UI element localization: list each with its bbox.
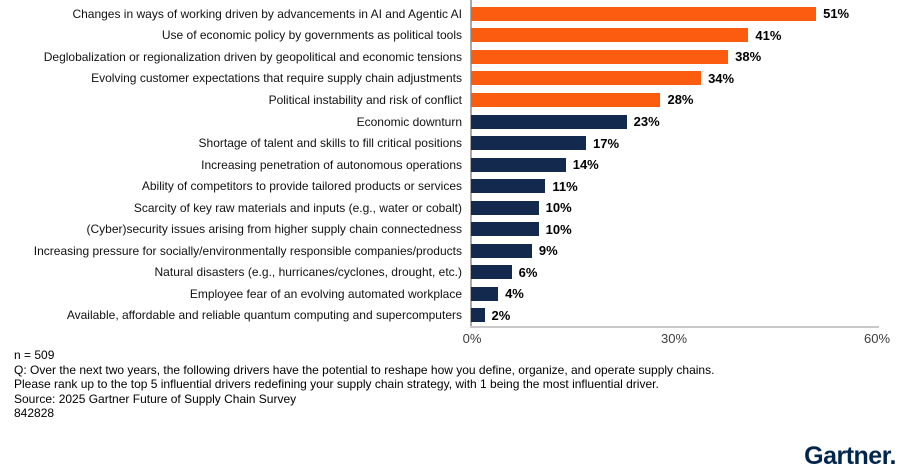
bar-track: 14%: [471, 157, 877, 173]
bar: [471, 222, 539, 237]
bar: [471, 71, 702, 86]
bar: [471, 265, 512, 280]
question-text-line1: Q: Over the next two years, the followin…: [14, 362, 715, 377]
category-label: Available, affordable and reliable quant…: [66, 308, 462, 323]
bar-track: 34%: [471, 70, 877, 86]
bar: [471, 243, 532, 258]
chart-row: Political instability and risk of confli…: [0, 89, 905, 111]
value-label: 23%: [633, 114, 660, 129]
x-axis-line: [470, 326, 879, 328]
chart-row: (Cyber)security issues arising from high…: [0, 218, 905, 240]
chart-row: Evolving customer expectations that requ…: [0, 68, 905, 90]
category-label: Economic downturn: [356, 114, 462, 129]
category-label: Natural disasters (e.g., hurricanes/cycl…: [154, 265, 462, 280]
value-label: 17%: [593, 135, 620, 151]
chart-rows: Changes in ways of working driven by adv…: [0, 3, 905, 326]
value-label: 51%: [823, 6, 850, 22]
bar: [471, 179, 546, 194]
bar: [471, 92, 661, 107]
bar-track: 28%: [471, 92, 877, 108]
category-label: Use of economic policy by governments as…: [161, 28, 462, 43]
value-label: 28%: [667, 92, 694, 108]
document-id: 842828: [14, 406, 55, 420]
bar: [471, 136, 587, 151]
bar-track: 6%: [471, 264, 877, 280]
bar-track: 41%: [471, 27, 877, 43]
value-label: 34%: [708, 70, 735, 86]
category-label: Political instability and risk of confli…: [268, 92, 462, 107]
category-label: Evolving customer expectations that requ…: [91, 71, 462, 86]
category-label: Ability of competitors to provide tailor…: [141, 179, 462, 194]
bar-chart: Changes in ways of working driven by adv…: [0, 0, 905, 346]
value-label: 38%: [735, 49, 762, 65]
footnotes: n = 509 Q: Over the next two years, the …: [14, 348, 714, 421]
bar: [471, 114, 627, 129]
value-label: 9%: [538, 243, 558, 259]
value-label: 41%: [755, 27, 782, 43]
value-label: 6%: [518, 264, 538, 280]
chart-row: Employee fear of an evolving automated w…: [0, 283, 905, 305]
bar: [471, 286, 499, 301]
bar: [471, 308, 485, 323]
bar-track: 10%: [471, 200, 877, 216]
bar-track: 17%: [471, 135, 877, 151]
chart-row: Use of economic policy by governments as…: [0, 25, 905, 47]
bar-track: 11%: [471, 178, 877, 194]
bar-track: 38%: [471, 49, 877, 65]
bar: [471, 6, 817, 21]
chart-row: Ability of competitors to provide tailor…: [0, 175, 905, 197]
chart-row: Increasing penetration of autonomous ope…: [0, 154, 905, 176]
bar-track: 23%: [471, 114, 877, 129]
x-axis-tick-30: 30%: [660, 331, 688, 346]
bar: [471, 200, 539, 215]
y-axis-line: [470, 0, 472, 328]
chart-row: Available, affordable and reliable quant…: [0, 305, 905, 327]
chart-row: Scarcity of key raw materials and inputs…: [0, 197, 905, 219]
chart-row: Shortage of talent and skills to fill cr…: [0, 132, 905, 154]
chart-row: Economic downturn 23%: [0, 111, 905, 133]
bar: [471, 157, 566, 172]
value-label: 2%: [491, 307, 511, 323]
value-label: 11%: [552, 178, 578, 194]
category-label: Shortage of talent and skills to fill cr…: [198, 136, 462, 151]
bar-track: 9%: [471, 243, 877, 259]
source-note: Source: 2025 Gartner Future of Supply Ch…: [14, 391, 297, 406]
chart-row: Natural disasters (e.g., hurricanes/cycl…: [0, 262, 905, 284]
chart-row: Deglobalization or regionalization drive…: [0, 46, 905, 68]
sample-size-note: n = 509: [14, 348, 55, 362]
category-label: (Cyber)security issues arising from high…: [86, 222, 462, 237]
bar-track: 2%: [471, 307, 877, 323]
chart-row: Changes in ways of working driven by adv…: [0, 3, 905, 25]
chart-row: Increasing pressure for socially/environ…: [0, 240, 905, 262]
category-label: Scarcity of key raw materials and inputs…: [133, 200, 462, 215]
category-label: Deglobalization or regionalization drive…: [43, 49, 462, 64]
question-text-line2: Please rank up to the top 5 influential …: [14, 377, 659, 391]
gartner-logo: Gartner.: [804, 442, 896, 470]
value-label: 14%: [572, 157, 599, 173]
bar-track: 51%: [471, 6, 877, 22]
category-label: Changes in ways of working driven by adv…: [72, 6, 462, 21]
x-axis-tick-0: 0%: [462, 331, 482, 346]
value-label: 4%: [505, 286, 524, 302]
bar-track: 4%: [471, 286, 877, 302]
category-label: Employee fear of an evolving automated w…: [189, 286, 462, 301]
bar-track: 10%: [471, 221, 877, 237]
category-label: Increasing penetration of autonomous ope…: [201, 157, 462, 172]
category-label: Increasing pressure for socially/environ…: [33, 243, 462, 258]
value-label: 10%: [545, 221, 572, 237]
x-axis-tick-60: 60%: [863, 331, 891, 346]
bar: [471, 49, 729, 64]
bar: [471, 28, 749, 43]
value-label: 10%: [545, 200, 572, 216]
